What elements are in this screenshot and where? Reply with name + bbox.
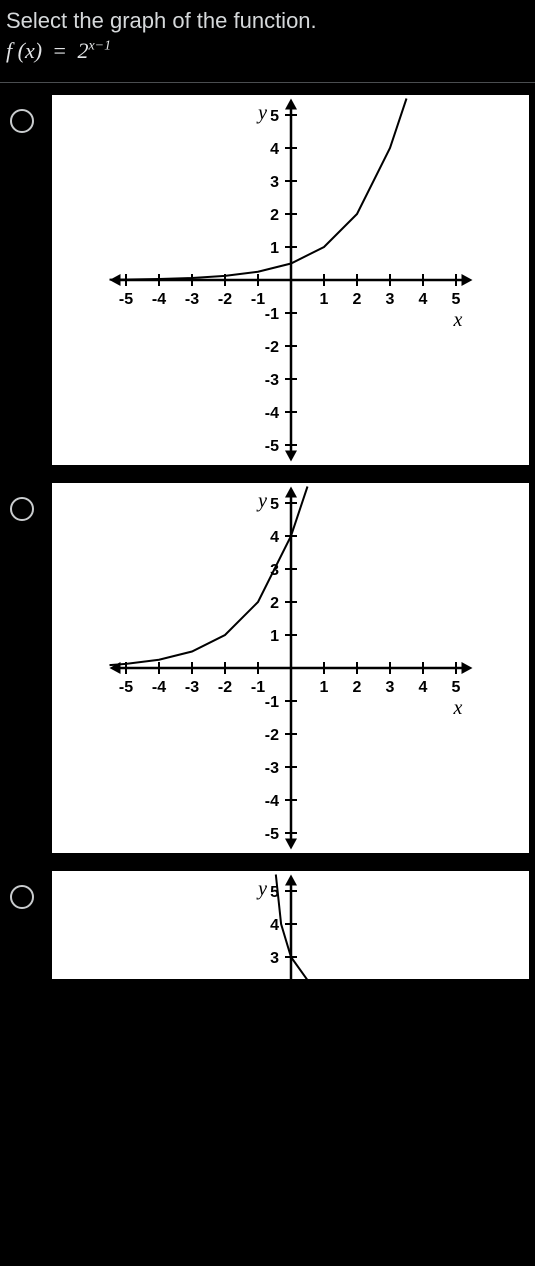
graph-svg: -5-4-3-2-112345-5-4-3-2-112345yx — [71, 871, 511, 979]
formula-exp: x−1 — [88, 39, 111, 54]
svg-text:2: 2 — [270, 207, 279, 224]
svg-text:4: 4 — [418, 291, 427, 308]
svg-text:-2: -2 — [217, 291, 231, 308]
svg-text:x: x — [452, 309, 462, 331]
svg-text:5: 5 — [451, 291, 460, 308]
svg-text:3: 3 — [270, 950, 279, 967]
radio-option[interactable] — [10, 109, 34, 133]
graph-frame: -5-4-3-2-112345-5-4-3-2-112345yx — [52, 483, 529, 853]
svg-text:-1: -1 — [264, 694, 278, 711]
graph-svg: -5-4-3-2-112345-5-4-3-2-112345yx — [71, 483, 511, 853]
svg-text:-5: -5 — [264, 826, 278, 843]
svg-text:-4: -4 — [151, 679, 165, 696]
svg-text:1: 1 — [319, 679, 328, 696]
svg-text:4: 4 — [270, 917, 279, 934]
svg-text:-1: -1 — [250, 679, 264, 696]
svg-text:5: 5 — [270, 496, 279, 513]
radio-option[interactable] — [10, 885, 34, 909]
question-formula: f (x) = 2x−1 — [0, 38, 535, 82]
svg-text:5: 5 — [270, 108, 279, 125]
formula-lhs: f (x) — [6, 38, 42, 63]
option-row: -5-4-3-2-112345-5-4-3-2-112345yx — [0, 863, 535, 989]
svg-text:4: 4 — [418, 679, 427, 696]
svg-text:x: x — [452, 697, 462, 719]
option-row: -5-4-3-2-112345-5-4-3-2-112345yx — [0, 87, 535, 475]
svg-text:-4: -4 — [151, 291, 165, 308]
svg-text:4: 4 — [270, 529, 279, 546]
options-container: -5-4-3-2-112345-5-4-3-2-112345yx-5-4-3-2… — [0, 83, 535, 989]
svg-text:-1: -1 — [250, 291, 264, 308]
svg-text:-3: -3 — [184, 291, 198, 308]
svg-text:2: 2 — [352, 679, 361, 696]
svg-text:-2: -2 — [264, 339, 278, 356]
svg-text:y: y — [256, 490, 267, 512]
svg-text:y: y — [256, 878, 267, 900]
svg-text:1: 1 — [270, 628, 279, 645]
svg-text:-5: -5 — [264, 438, 278, 455]
svg-text:-5: -5 — [118, 679, 132, 696]
graph-frame: -5-4-3-2-112345-5-4-3-2-112345yx — [52, 871, 529, 979]
svg-text:y: y — [256, 102, 267, 124]
graph-frame: -5-4-3-2-112345-5-4-3-2-112345yx — [52, 95, 529, 465]
svg-text:2: 2 — [352, 291, 361, 308]
radio-option[interactable] — [10, 497, 34, 521]
svg-text:-2: -2 — [217, 679, 231, 696]
svg-text:-2: -2 — [264, 727, 278, 744]
question-prompt: Select the graph of the function. — [0, 0, 535, 38]
svg-text:-4: -4 — [264, 405, 278, 422]
svg-text:-3: -3 — [264, 372, 278, 389]
svg-text:2: 2 — [270, 595, 279, 612]
svg-text:-1: -1 — [264, 306, 278, 323]
svg-text:4: 4 — [270, 141, 279, 158]
svg-text:1: 1 — [319, 291, 328, 308]
formula-base: 2 — [77, 38, 88, 63]
svg-text:3: 3 — [385, 679, 394, 696]
svg-text:-3: -3 — [264, 760, 278, 777]
option-row: -5-4-3-2-112345-5-4-3-2-112345yx — [0, 475, 535, 863]
svg-text:-5: -5 — [118, 291, 132, 308]
graph-svg: -5-4-3-2-112345-5-4-3-2-112345yx — [71, 95, 511, 465]
svg-text:5: 5 — [451, 679, 460, 696]
svg-text:3: 3 — [385, 291, 394, 308]
svg-text:3: 3 — [270, 174, 279, 191]
formula-eq: = — [48, 38, 72, 63]
svg-text:-4: -4 — [264, 793, 278, 810]
svg-text:-3: -3 — [184, 679, 198, 696]
svg-text:1: 1 — [270, 240, 279, 257]
